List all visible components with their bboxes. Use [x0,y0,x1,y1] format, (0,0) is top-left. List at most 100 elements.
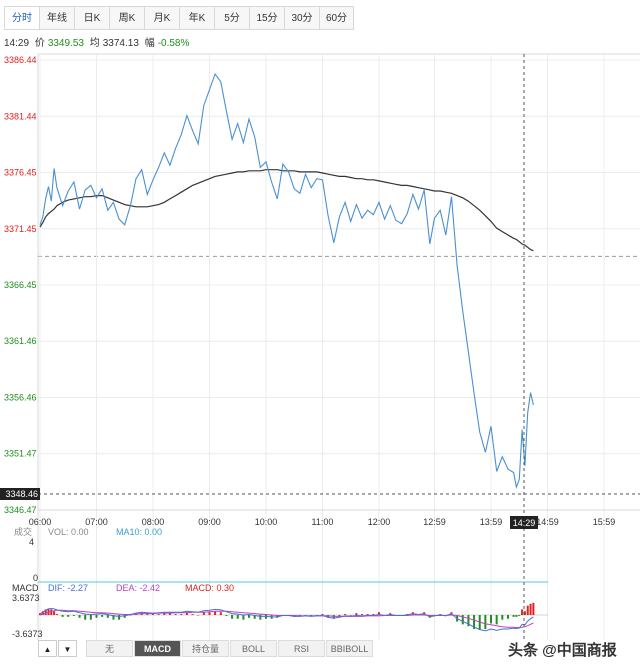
macd-bar [512,615,515,617]
intraday-chart[interactable]: 3386.44 3381.44 3376.45 3371.45 3366.45 3361.… [0,0,640,640]
macd-bar [253,615,256,619]
macd-top-tick: 3.6373 [12,593,40,603]
chart-grid [37,53,640,640]
tab-60min[interactable]: 60分 [319,6,354,30]
watermark: 头条 @中国商报 [508,642,617,659]
y-tick-label: 3346.47 [4,505,37,515]
vol-readout: VOL: 0.00 [48,527,89,537]
macd-bar [366,614,369,615]
indicator-rsi-button[interactable]: RSI [278,640,325,657]
y-tick-label: 3366.45 [4,280,37,290]
indicator-boll-button[interactable]: BOLL [230,640,277,657]
crosshair-price-box [0,488,40,500]
macd-panel-label: MACD [12,583,39,593]
vol-top-tick: 4 [29,537,34,547]
macd-bar [521,609,524,615]
info-avg: 3374.13 [102,38,139,49]
macd-bar [123,615,126,618]
macd-bar [168,613,171,615]
x-tick-label: 07:00 [85,517,108,527]
macd-bar [361,614,364,615]
macd-readout: MACD: 0.30 [185,583,234,593]
avg-price-line [39,169,534,252]
macd-bar [248,615,251,618]
info-price-label: 价 [34,38,45,49]
tab-weekly-k[interactable]: 周K [109,6,144,30]
x-tick-label: 13:59 [480,517,503,527]
macd-bar [473,615,476,630]
macd-bar [529,603,532,615]
macd-bar [484,615,487,630]
macd-bar [157,614,160,615]
indicator-bbiboll-button[interactable]: BBIBOLL [326,640,373,657]
tab-30min[interactable]: 30分 [284,6,319,30]
indicator-panels: 成交 VOL: 0.00 MA10: 0.00 4 0 MACD DIF: -2… [12,526,548,639]
dif-readout: DIF: -2.27 [48,583,88,593]
info-price: 3349.53 [47,38,84,49]
macd-bar [236,615,239,619]
tab-monthly-k[interactable]: 月K [144,6,179,30]
macd-bar [191,614,194,615]
macd-bottom-tick: -3.6373 [12,629,43,639]
indicator-none-button[interactable]: 无 [86,640,133,657]
indicator-open-interest-button[interactable]: 持仓量 [182,640,229,657]
macd-bar [231,615,234,619]
macd-bar [163,613,166,615]
indicator-macd-button[interactable]: MACD [134,640,181,657]
macd-bar [467,615,470,627]
scroll-down-button[interactable]: ▼ [58,640,77,657]
y-tick-label: 3351.47 [4,449,37,459]
macd-bar [44,609,47,615]
macd-bar [208,612,211,615]
tab-intraday[interactable]: 分时 [4,6,39,30]
macd-bar [41,611,44,615]
tab-yearly-k[interactable]: 年K [179,6,214,30]
macd-bar [72,615,75,616]
ma10-readout: MA10: 0.00 [116,527,162,537]
x-tick-label: 09:00 [198,517,221,527]
macd-bar [506,615,509,619]
tab-5min[interactable]: 5分 [214,6,249,30]
tab-daily-k[interactable]: 日K [74,6,109,30]
macd-bar [495,615,498,625]
macd-bar [518,615,521,616]
quote-info-bar: 14:29 价 3349.53 均 3374.13 幅 -0.58% [4,34,192,49]
tab-15min[interactable]: 15分 [249,6,284,30]
macd-bar [242,615,245,620]
scroll-up-button[interactable]: ▲ [38,640,57,657]
macd-bar [377,612,380,615]
macd-bar [315,615,318,616]
tab-year-line[interactable]: 年线 [39,6,74,30]
crosshair-time-box [510,516,538,529]
x-tick-label: 06:00 [29,517,52,527]
macd-bar [490,615,493,624]
info-avg-label: 均 [89,38,100,49]
x-tick-label: 14:59 [536,517,559,527]
y-tick-labels: 3386.44 3381.44 3376.45 3371.45 3366.45 3361.… [4,55,37,515]
price-line [39,72,534,490]
macd-bar [202,612,205,615]
crosshair-price-label: 3348.46 [5,489,38,499]
macd-bar [84,615,87,620]
y-tick-label: 3376.45 [4,167,37,177]
macd-bar [532,602,535,615]
info-change-label: 幅 [144,38,155,49]
macd-bar [185,612,188,615]
macd-bar [67,615,70,617]
chart-series [39,72,534,490]
y-tick-label: 3371.45 [4,224,37,234]
macd-bar [355,613,358,615]
vol-zero-tick: 0 [33,573,38,583]
info-change: -0.58% [157,38,190,49]
y-tick-label: 3386.44 [4,55,37,65]
macd-bar [55,614,58,615]
dif-line [39,607,534,632]
dea-readout: DEA: -2.42 [116,583,160,593]
macd-bar [214,611,217,615]
macd-bar [344,614,347,615]
crosshair-time-label: 14:29 [513,518,536,528]
macd-bar [321,614,324,615]
macd-bar [101,615,104,617]
y-tick-label: 3381.44 [4,111,37,121]
